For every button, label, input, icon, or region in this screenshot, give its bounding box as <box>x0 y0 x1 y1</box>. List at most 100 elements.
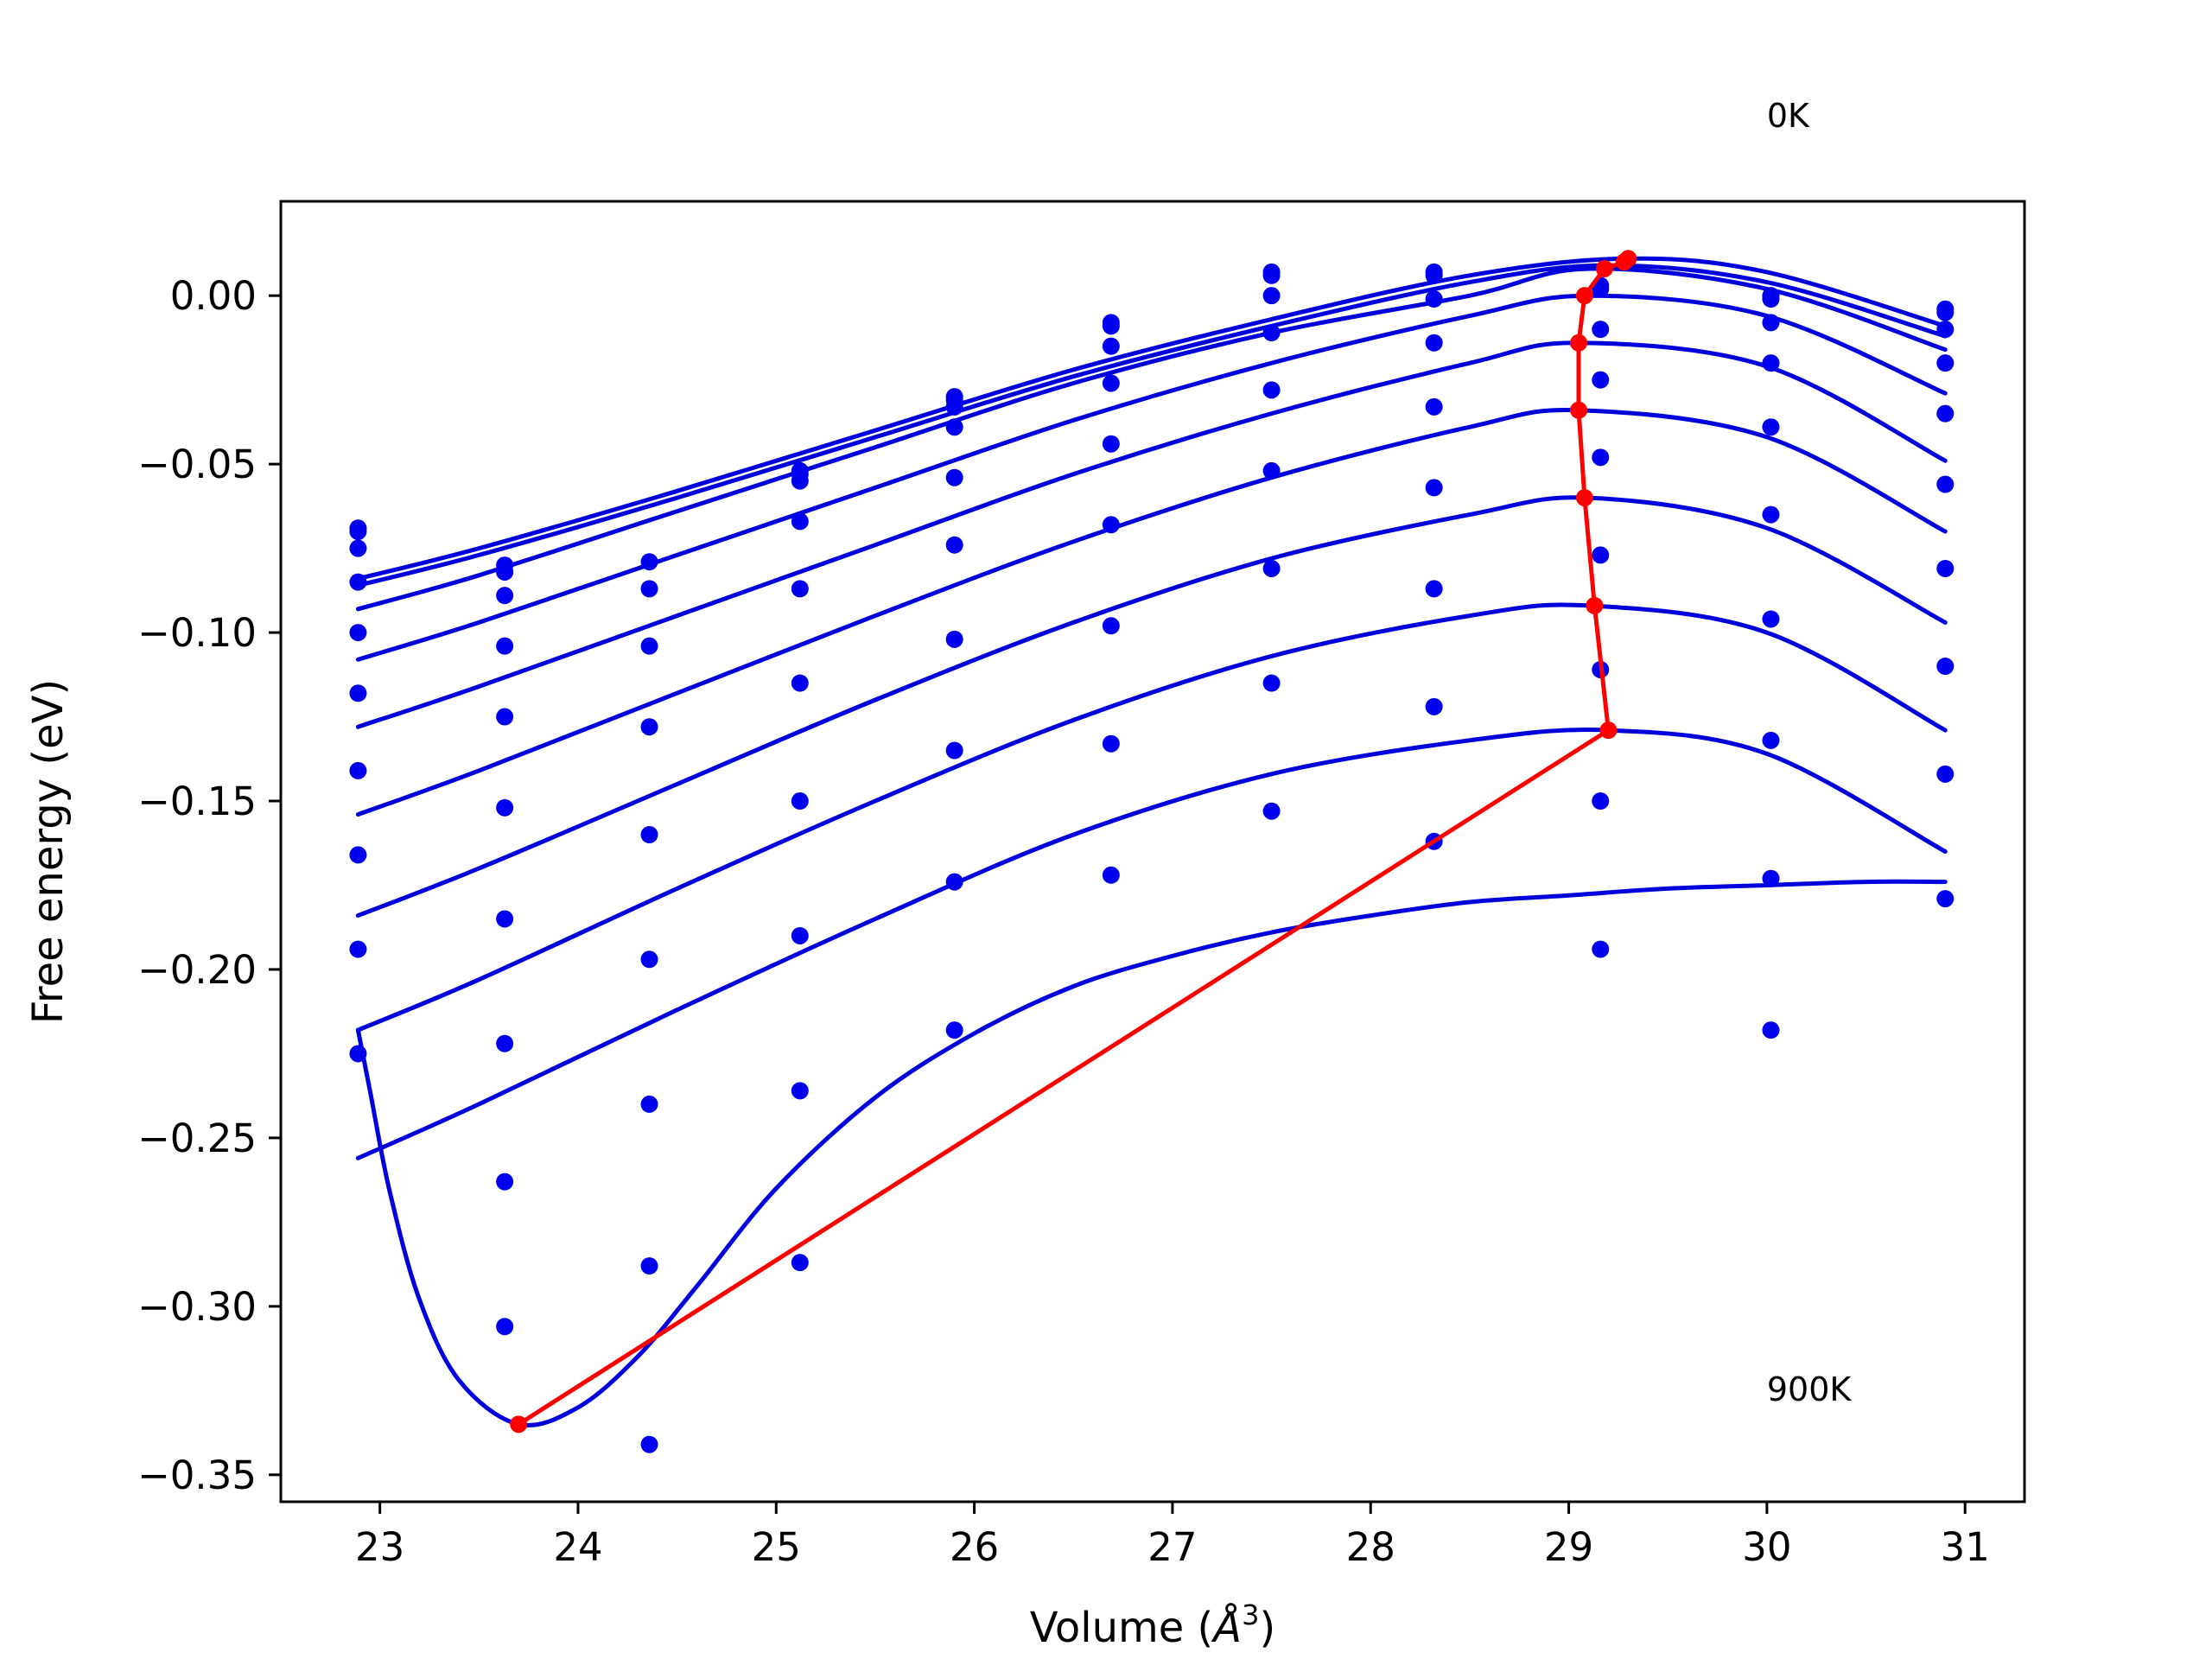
x-axis: 23 24 25 26 27 28 29 30 31 <box>355 1502 1990 1570</box>
data-point <box>496 1034 514 1052</box>
data-point <box>640 826 658 844</box>
data-point <box>640 1257 658 1275</box>
data-point <box>349 684 367 702</box>
x-tick-label: 26 <box>950 1524 999 1570</box>
x-tick-label: 30 <box>1742 1524 1791 1570</box>
y-axis-label: Free energy (eV) <box>24 679 73 1024</box>
x-tick-label: 28 <box>1346 1524 1395 1570</box>
minimum-point <box>1595 259 1613 277</box>
minimum-point <box>1575 287 1593 305</box>
y-tick-label: −0.25 <box>137 1116 257 1161</box>
data-point <box>496 1318 514 1336</box>
minimum-point <box>1599 721 1618 740</box>
y-tick-label: −0.35 <box>137 1452 257 1498</box>
y-tick-label: −0.15 <box>137 779 257 824</box>
minimum-path-line <box>517 257 1630 1427</box>
data-point <box>1102 374 1120 392</box>
data-point <box>349 539 367 557</box>
data-point <box>791 1082 809 1100</box>
data-point <box>496 1173 514 1191</box>
data-point <box>791 674 809 692</box>
data-point <box>945 468 963 486</box>
data-point <box>496 798 514 817</box>
fit-curve <box>355 727 1948 1160</box>
data-point <box>640 580 658 598</box>
data-point <box>945 873 963 891</box>
data-point <box>1102 317 1120 335</box>
x-axis-label: Volume (Å3) <box>1030 1599 1275 1652</box>
y-tick-label: −0.20 <box>137 947 257 993</box>
data-point <box>640 553 658 571</box>
data-point <box>791 580 809 598</box>
x-tick-label: 31 <box>1941 1524 1990 1570</box>
plot-area <box>349 250 1955 1453</box>
axes-frame <box>279 200 2026 1503</box>
data-point <box>1425 290 1443 308</box>
data-point <box>349 846 367 864</box>
x-tick-label: 24 <box>553 1524 602 1570</box>
data-point <box>945 741 963 760</box>
data-point <box>1102 516 1120 534</box>
data-point <box>349 1045 367 1063</box>
data-point <box>1262 559 1281 577</box>
fit-curve <box>355 263 1948 588</box>
data-point <box>349 523 367 541</box>
y-tick-label: −0.05 <box>137 442 257 487</box>
minimum-point <box>1570 401 1588 419</box>
data-point <box>1762 418 1780 436</box>
minimum-point <box>510 1415 528 1433</box>
data-point <box>1592 321 1610 339</box>
data-point <box>1102 617 1120 635</box>
data-point <box>640 950 658 969</box>
minimum-point <box>1615 253 1633 271</box>
data-point <box>791 1254 809 1272</box>
data-point <box>1262 381 1281 399</box>
data-point <box>945 1021 963 1039</box>
y-tick-label: −0.10 <box>137 610 257 656</box>
data-point <box>1425 266 1443 284</box>
fit-curve <box>355 293 1948 662</box>
data-point <box>349 624 367 642</box>
data-point <box>1102 734 1120 753</box>
data-point <box>1762 290 1780 308</box>
data-point <box>640 637 658 655</box>
fit-curve <box>355 602 1948 1033</box>
data-point <box>1592 546 1610 564</box>
data-point <box>1262 674 1281 692</box>
fit-curve <box>355 879 1948 1427</box>
data-point <box>1936 559 1955 577</box>
data-point <box>1262 266 1281 284</box>
data-point <box>1592 448 1610 467</box>
annotation-label: 900K <box>1767 1370 1853 1408</box>
data-point <box>349 940 367 958</box>
data-point <box>1762 869 1780 887</box>
data-point <box>349 761 367 779</box>
data-point <box>791 926 809 944</box>
data-point <box>1102 866 1120 884</box>
data-point <box>496 910 514 928</box>
data-point <box>1592 371 1610 389</box>
data-point <box>349 573 367 591</box>
data-point <box>640 718 658 736</box>
data-point <box>791 472 809 490</box>
data-point <box>1592 792 1610 810</box>
data-point <box>1425 397 1443 416</box>
data-point <box>1425 580 1443 598</box>
data-point <box>1936 404 1955 423</box>
data-point <box>1262 461 1281 480</box>
x-tick-label: 25 <box>752 1524 801 1570</box>
data-point <box>1936 890 1955 908</box>
data-point <box>1262 287 1281 305</box>
data-point <box>1425 697 1443 715</box>
data-point <box>1762 354 1780 372</box>
y-tick-label: −0.30 <box>137 1284 257 1330</box>
data-point <box>1592 280 1610 298</box>
data-point <box>640 1435 658 1453</box>
fit-curve <box>355 256 1948 582</box>
data-point <box>1936 658 1955 676</box>
y-axis: 0.00 −0.05 −0.10 −0.15 −0.20 −0.25 −0.30 −0.35 <box>137 273 281 1498</box>
data-point <box>1762 731 1780 749</box>
data-point <box>1936 303 1955 321</box>
